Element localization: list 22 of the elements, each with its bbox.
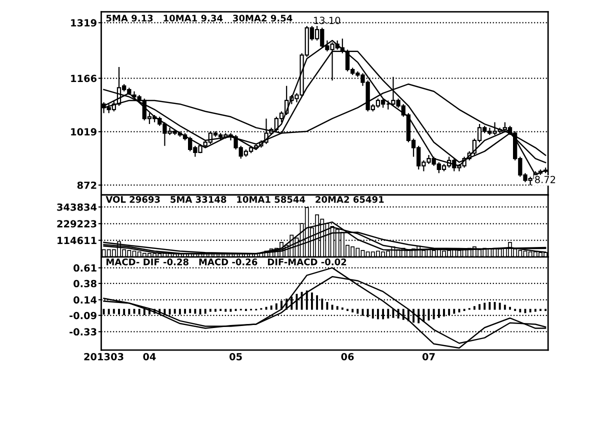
annotation: 8.72 [535,176,556,184]
x-tick-label: 05 [229,352,242,360]
y-tick-label: 0.14 [74,296,97,304]
annotation: VOL 29693 5MA 33148 10MA1 58544 20MA2 65491 [106,196,384,203]
y-tick-label: -0.09 [70,312,96,320]
annotation: MACD- DIF -0.28 MACD -0.26 DIF-MACD -0.02 [106,258,346,266]
y-tick-label: 0.61 [74,264,96,272]
annotation: 13.10 [314,16,340,24]
y-tick-label: 872 [77,182,96,189]
y-tick-label: 343834 [57,203,97,211]
annotation: 5MA 9.13 10MA1 9.34 30MA2 9.54 [106,14,292,22]
x-tick-label: 06 [341,352,354,360]
x-tick-label: 07 [422,352,435,360]
y-tick-label: 1319 [71,19,96,27]
y-tick-label: 1019 [71,128,96,136]
y-tick-label: 229223 [57,220,96,228]
y-tick-label: -0.33 [70,328,96,336]
y-tick-label: 1166 [71,74,97,82]
y-tick-label: 114611 [58,236,96,244]
x-tick-label: 201303 [84,352,124,360]
y-tick-label: 0.38 [74,280,96,288]
x-tick-label: 04 [143,352,156,360]
